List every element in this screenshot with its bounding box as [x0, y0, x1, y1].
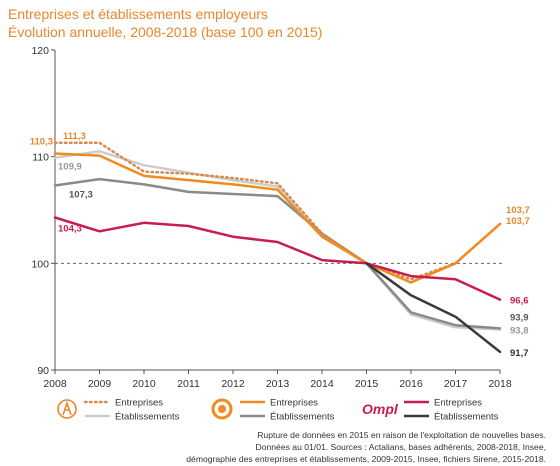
x-tick-label: 2009: [88, 378, 112, 390]
chart-title: Entreprises et établissements employeurs: [8, 6, 268, 22]
x-tick-label: 2008: [43, 378, 67, 390]
series-line-actalians-entreprises: [53, 141, 502, 281]
data-label: 96,6: [510, 296, 529, 307]
source-note-1: Rupture de données en 2015 en raison de …: [257, 430, 546, 440]
y-tick-label: 110: [32, 152, 49, 164]
y-tick-label: 100: [31, 258, 49, 270]
x-tick-label: 2012: [221, 378, 245, 390]
x-tick-label: 2014: [310, 378, 334, 390]
legend-label: Entreprises: [115, 398, 163, 409]
y-tick-label: 120: [31, 45, 49, 57]
x-tick-label: 2016: [399, 378, 423, 390]
x-tick-label: 2013: [266, 378, 290, 390]
data-label: 93,8: [510, 325, 529, 336]
legend-label: Établissements: [115, 412, 180, 423]
x-tick-label: 2010: [132, 378, 156, 390]
chart-subtitle: Évolution annuelle, 2008-2018 (base 100 …: [8, 24, 323, 40]
opco-logo-icon: [211, 398, 233, 420]
actalians-logo-icon: [57, 399, 77, 419]
legend-label: Établissements: [434, 412, 499, 423]
data-label: 93,9: [510, 312, 529, 323]
x-tick-label: 2015: [355, 378, 379, 390]
data-label: 107,3: [69, 189, 93, 200]
data-label: 91,7: [510, 348, 529, 359]
data-label: 109,9: [58, 162, 82, 173]
x-tick-label: 2018: [488, 378, 512, 390]
x-tick-label: 2017: [444, 378, 468, 390]
x-tick-label: 2011: [177, 378, 200, 390]
opco-logo-center-icon: [218, 405, 226, 413]
series-line-actalians-etablissements: [53, 150, 502, 331]
source-note-3: démographie des entreprises et établisse…: [186, 454, 546, 464]
ompl-logo-icon: Ompl: [362, 401, 399, 417]
data-label: 111,3: [63, 131, 86, 142]
legend-label: Établissements: [270, 412, 335, 423]
legend-label: Entreprises: [270, 398, 318, 409]
actalians-figure-icon: [62, 400, 72, 416]
legend-label: Entreprises: [434, 398, 482, 409]
source-note-2: Données au 01/01. Sources : Actalians, b…: [255, 442, 546, 452]
series-line-ompl-entreprises: [53, 216, 502, 301]
y-tick-label: 90: [37, 365, 49, 377]
data-label: 103,7: [506, 216, 530, 227]
series-line-ompl-etablissements: [365, 262, 502, 354]
series-line-opco-etablissements: [53, 177, 502, 330]
data-label: 110,3: [30, 136, 53, 147]
data-label: 104,3: [58, 223, 82, 234]
data-label: 103,7: [506, 205, 530, 216]
